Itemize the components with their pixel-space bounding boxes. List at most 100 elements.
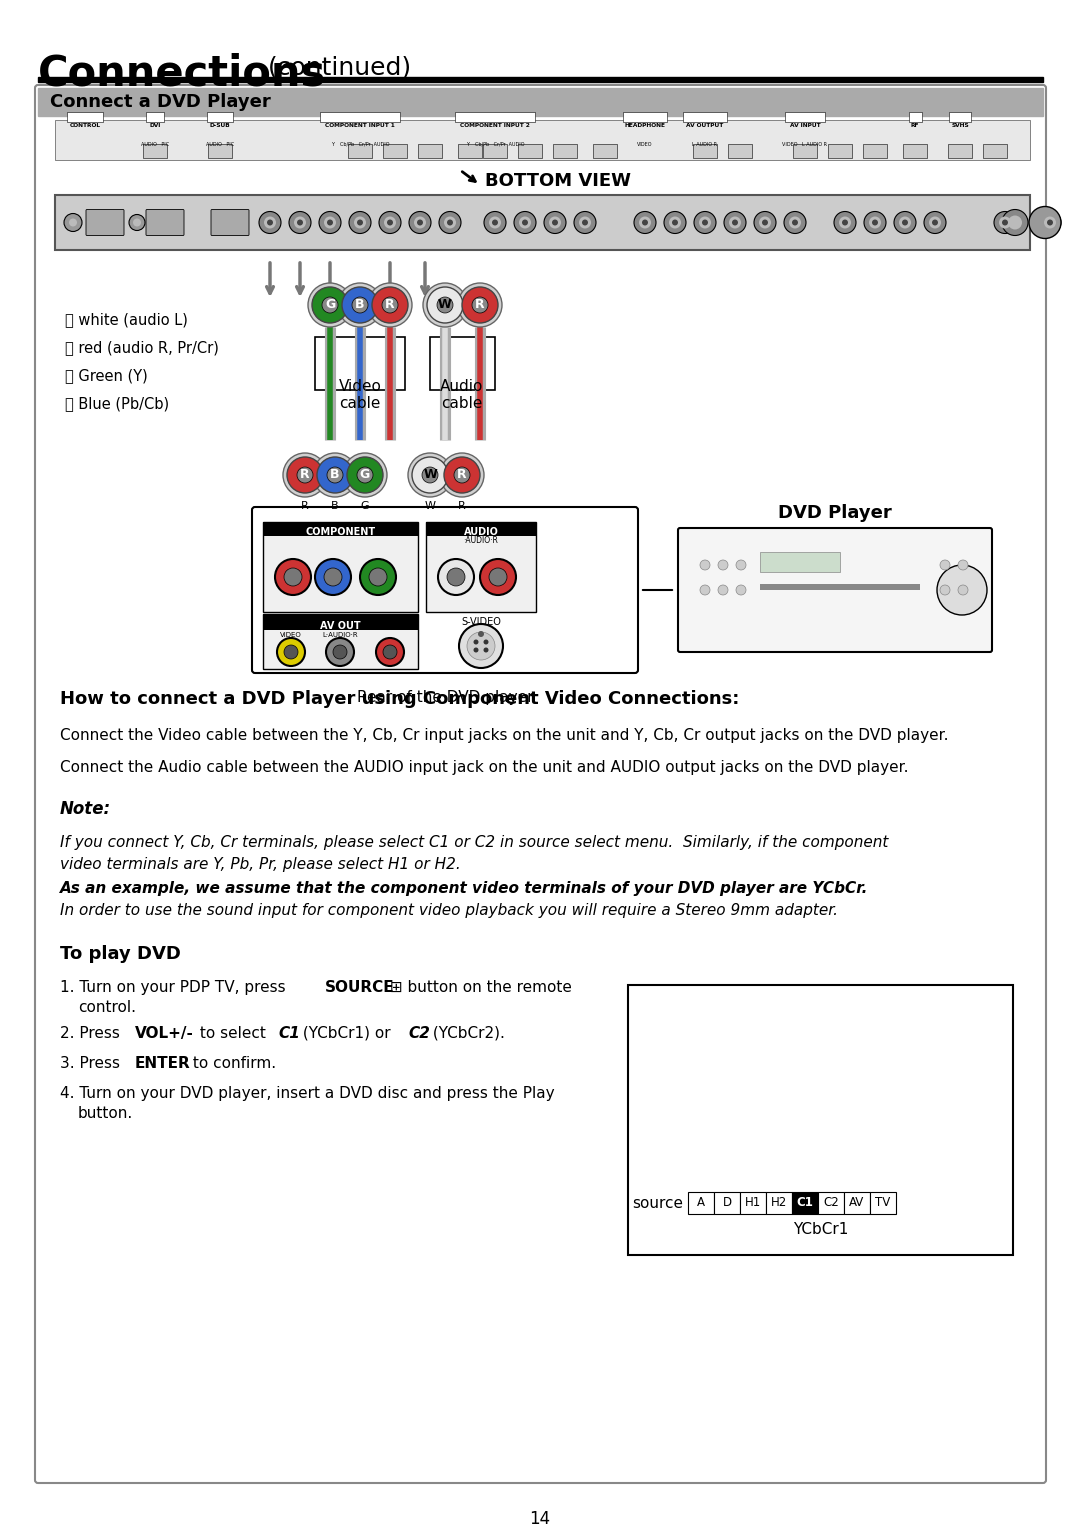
Circle shape xyxy=(519,217,531,229)
Bar xyxy=(67,111,103,122)
Bar xyxy=(38,76,1043,82)
Circle shape xyxy=(754,212,777,234)
Text: AV OUT: AV OUT xyxy=(320,621,361,631)
Circle shape xyxy=(447,568,465,586)
Text: H2: H2 xyxy=(771,1197,787,1209)
Circle shape xyxy=(484,640,488,644)
Circle shape xyxy=(324,568,342,586)
Circle shape xyxy=(294,217,306,229)
Text: 2. Press: 2. Press xyxy=(60,1026,125,1041)
Text: AV INPUT: AV INPUT xyxy=(789,124,821,128)
Bar xyxy=(728,144,752,157)
Bar xyxy=(430,337,495,389)
Bar xyxy=(264,522,418,536)
Circle shape xyxy=(544,212,566,234)
Circle shape xyxy=(324,217,336,229)
Bar xyxy=(55,195,1030,250)
Circle shape xyxy=(699,217,711,229)
Circle shape xyxy=(864,212,886,234)
Text: control.: control. xyxy=(78,1000,136,1015)
Text: G: G xyxy=(325,298,335,312)
Text: VIDEO: VIDEO xyxy=(280,632,302,638)
Circle shape xyxy=(489,568,507,586)
Circle shape xyxy=(318,457,353,493)
Text: ENTER: ENTER xyxy=(135,1057,191,1070)
Text: R: R xyxy=(475,298,485,312)
Circle shape xyxy=(639,217,651,229)
Text: Connections: Connections xyxy=(38,52,326,95)
Circle shape xyxy=(473,647,478,652)
Text: to confirm.: to confirm. xyxy=(188,1057,276,1070)
Circle shape xyxy=(382,296,399,313)
Bar xyxy=(264,522,418,612)
Circle shape xyxy=(283,454,327,496)
Circle shape xyxy=(472,296,488,313)
Bar xyxy=(418,144,442,157)
Circle shape xyxy=(480,559,516,596)
Circle shape xyxy=(732,220,738,226)
Circle shape xyxy=(440,454,484,496)
Circle shape xyxy=(467,632,495,660)
Circle shape xyxy=(319,212,341,234)
Circle shape xyxy=(718,560,728,570)
Text: VIDEO: VIDEO xyxy=(637,142,652,147)
Bar xyxy=(143,144,167,157)
Text: VOL+/-: VOL+/- xyxy=(135,1026,194,1041)
FancyBboxPatch shape xyxy=(146,209,184,235)
Text: COMPONENT INPUT 1: COMPONENT INPUT 1 xyxy=(325,124,395,128)
Text: HEADPHONE: HEADPHONE xyxy=(624,124,665,128)
Text: Audio
cable: Audio cable xyxy=(441,379,484,411)
Circle shape xyxy=(313,454,357,496)
Text: Y    Cb/Pb   Cr/Pr  AUDIO: Y Cb/Pb Cr/Pr AUDIO xyxy=(465,142,524,147)
Bar xyxy=(518,144,542,157)
Circle shape xyxy=(894,212,916,234)
Bar xyxy=(348,144,372,157)
Text: R: R xyxy=(300,469,310,481)
Circle shape xyxy=(379,212,401,234)
Circle shape xyxy=(937,565,987,615)
Circle shape xyxy=(276,638,305,666)
Circle shape xyxy=(549,217,561,229)
Circle shape xyxy=(792,220,798,226)
FancyBboxPatch shape xyxy=(35,86,1047,1483)
Circle shape xyxy=(297,220,303,226)
Circle shape xyxy=(459,625,503,667)
Text: COMPONENT: COMPONENT xyxy=(306,527,376,538)
Bar xyxy=(264,614,418,669)
Bar xyxy=(870,1193,896,1214)
Circle shape xyxy=(289,212,311,234)
Circle shape xyxy=(834,212,856,234)
Text: AUDIO   PIC: AUDIO PIC xyxy=(206,142,234,147)
Text: 3. Press: 3. Press xyxy=(60,1057,125,1070)
Text: In order to use the sound input for component video playback you will require a : In order to use the sound input for comp… xyxy=(60,902,838,918)
FancyBboxPatch shape xyxy=(211,209,249,235)
Bar xyxy=(146,111,164,122)
Circle shape xyxy=(360,559,396,596)
Text: 1. Turn on your PDP TV, press: 1. Turn on your PDP TV, press xyxy=(60,980,291,996)
Bar xyxy=(458,144,482,157)
Circle shape xyxy=(929,217,941,229)
Circle shape xyxy=(694,212,716,234)
Bar xyxy=(320,111,401,122)
Circle shape xyxy=(438,212,461,234)
Circle shape xyxy=(308,282,352,327)
Circle shape xyxy=(267,220,273,226)
Text: Rear of the DVD player: Rear of the DVD player xyxy=(356,690,534,705)
Circle shape xyxy=(735,585,746,596)
Circle shape xyxy=(69,218,77,226)
Text: (continued): (continued) xyxy=(268,56,413,79)
Circle shape xyxy=(489,217,501,229)
Circle shape xyxy=(669,217,681,229)
Circle shape xyxy=(327,467,343,483)
Bar xyxy=(766,1193,792,1214)
Bar xyxy=(903,144,927,157)
Circle shape xyxy=(762,220,768,226)
Text: YCbCr1: YCbCr1 xyxy=(793,1222,848,1237)
Text: S-VIDEO: S-VIDEO xyxy=(461,617,501,628)
Bar xyxy=(908,111,921,122)
Bar xyxy=(483,144,507,157)
Circle shape xyxy=(64,214,82,232)
Circle shape xyxy=(437,296,453,313)
Circle shape xyxy=(1047,220,1053,226)
Bar xyxy=(426,522,536,536)
